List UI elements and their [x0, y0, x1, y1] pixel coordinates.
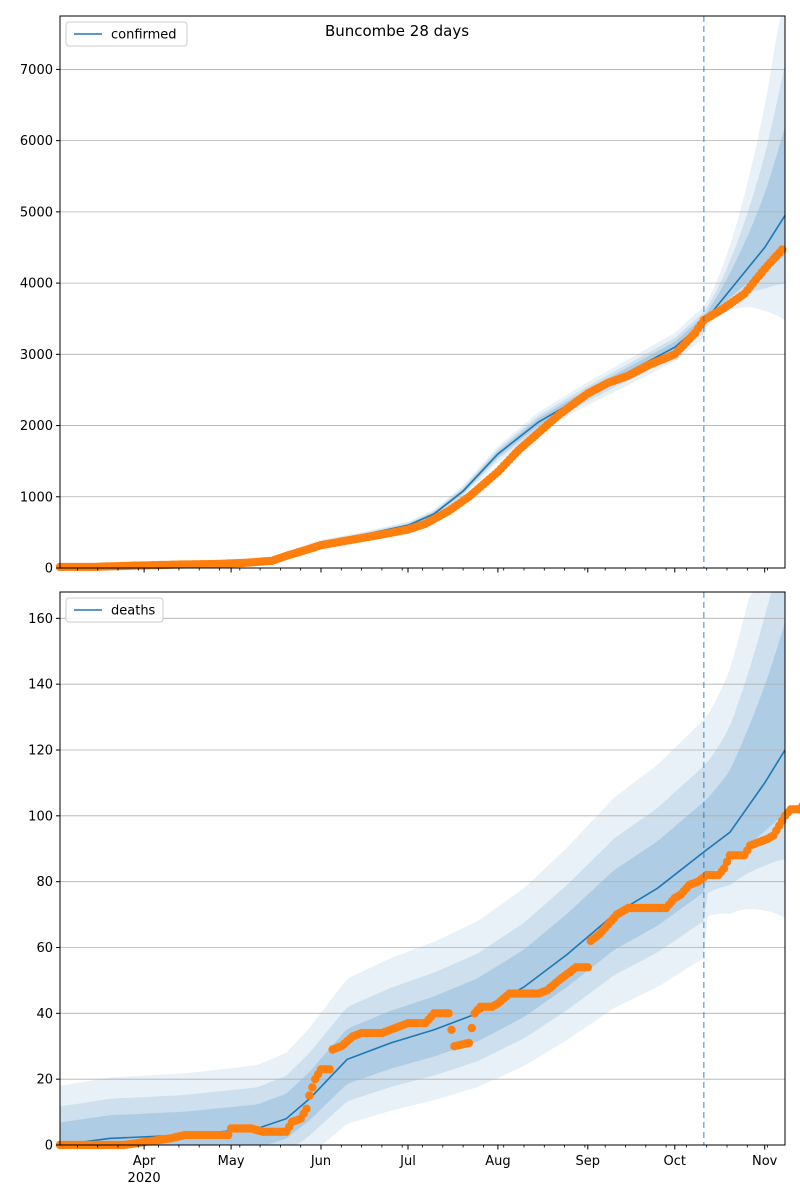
confirmed-legend: confirmed [65, 21, 188, 47]
confirmed-chart: 0 1000 2000 3000 4000 5000 6000 7000 Buncombe 2… [20, 15, 787, 577]
confirmed-y-ticks: 0 1000 2000 3000 4000 5000 6000 7000 [20, 63, 60, 577]
observed-point [308, 1083, 317, 1092]
y-tick-label: 20 [36, 1073, 53, 1088]
uncertainty-band [60, 592, 785, 1145]
axes-frame [59, 15, 786, 569]
deaths-legend: deaths [65, 597, 164, 623]
x-tick-label: Oct [664, 1154, 686, 1169]
observed-point [583, 963, 592, 972]
uncertainty-band [60, 63, 785, 568]
uncertainty-band [60, 16, 785, 568]
deaths-observed-points [55, 802, 800, 1150]
uncertainty-band [60, 126, 785, 568]
y-tick-label: 40 [36, 1007, 53, 1022]
deaths-x-ticks: Apr 2020 May Jun Jul Aug Sep Oct Nov [77, 1145, 778, 1186]
confirmed-uncertainty-bands [60, 16, 785, 568]
y-tick-label: 2000 [20, 419, 53, 434]
y-tick-label: 80 [36, 875, 53, 890]
uncertainty-band [60, 622, 785, 1145]
x-tick-label: Aug [485, 1154, 510, 1169]
observed-point [464, 1038, 474, 1048]
uncertainty-band [60, 592, 785, 1145]
x-tick-label: Apr [133, 1154, 156, 1169]
confirmed-gridlines [60, 69, 785, 569]
y-tick-label: 120 [28, 744, 53, 759]
x-tick-label: Nov [752, 1154, 778, 1169]
confirmed-observed-points [55, 245, 787, 572]
deaths-y-ticks: 0 20 40 60 80 100 120 140 160 [28, 612, 60, 1154]
confirmed-axes-frame [59, 15, 786, 569]
x-tick-label: May [218, 1154, 245, 1169]
y-tick-label: 60 [36, 941, 53, 956]
y-tick-label: 5000 [20, 205, 53, 220]
y-tick-label: 100 [28, 809, 53, 824]
deaths-uncertainty-bands [60, 592, 785, 1145]
y-tick-label: 6000 [20, 134, 53, 149]
observed-point [447, 1025, 456, 1035]
observed-point [444, 1009, 453, 1018]
x-tick-sublabel: 2020 [128, 1171, 161, 1186]
observed-point [305, 1091, 314, 1100]
observed-point [302, 1104, 311, 1114]
x-tick-label: Jun [310, 1154, 331, 1169]
y-tick-label: 4000 [20, 277, 53, 292]
legend-box [65, 597, 164, 623]
y-tick-label: 0 [45, 1139, 53, 1154]
x-tick-label: Sep [576, 1154, 601, 1169]
observed-point [719, 864, 729, 873]
y-tick-label: 160 [28, 612, 53, 627]
x-tick-label: Jul [399, 1154, 416, 1169]
observed-point [722, 857, 732, 867]
observed-point [224, 1130, 233, 1140]
chart-title: Buncombe 28 days [325, 22, 469, 40]
confirmed-x-ticks [77, 568, 768, 573]
legend-label-deaths: deaths [111, 604, 156, 619]
y-tick-label: 0 [45, 562, 53, 577]
observed-point [467, 1023, 476, 1033]
deaths-chart: 0 20 40 60 80 100 120 140 160 Apr 2020 May Jun Jul Au… [28, 591, 800, 1186]
legend-box [65, 21, 188, 47]
y-tick-label: 1000 [20, 490, 53, 505]
y-tick-label: 140 [28, 678, 53, 693]
legend-label-confirmed: confirmed [111, 28, 177, 43]
observed-point [325, 1065, 334, 1074]
y-tick-label: 3000 [20, 348, 53, 363]
observed-point [777, 245, 787, 254]
y-tick-label: 7000 [20, 63, 53, 78]
